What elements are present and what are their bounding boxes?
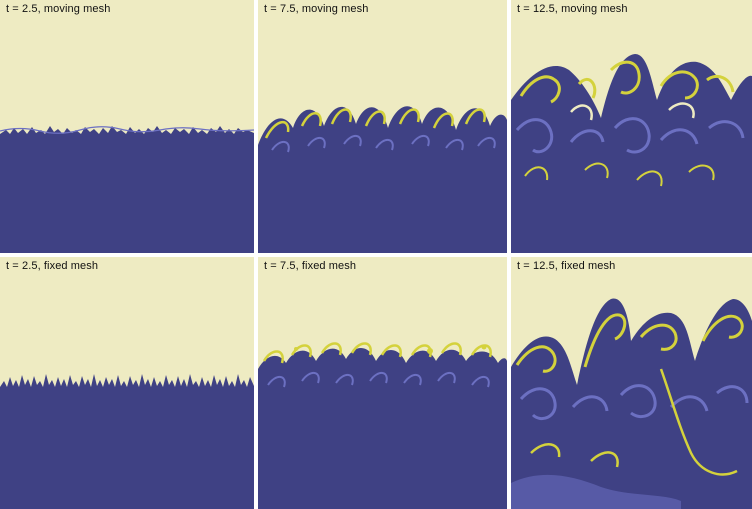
panel-label: t = 2.5, fixed mesh xyxy=(6,260,99,272)
panel-t7-5-moving-image xyxy=(258,0,507,253)
panel-t7-5-fixed: t = 7.5, fixed mesh xyxy=(258,257,507,509)
panel-t2-5-fixed-image xyxy=(0,257,254,509)
panel-t12-5-fixed-image xyxy=(511,257,752,509)
panel-t12-5-moving-image xyxy=(511,0,752,253)
panel-t12-5-moving: t = 12.5, moving mesh xyxy=(511,0,752,253)
panel-t7-5-moving: t = 7.5, moving mesh xyxy=(258,0,507,253)
panel-label: t = 7.5, fixed mesh xyxy=(264,260,357,272)
panel-t7-5-fixed-image xyxy=(258,257,507,509)
panel-t2-5-moving-image xyxy=(0,0,254,253)
panel-label: t = 12.5, fixed mesh xyxy=(517,260,616,272)
panel-label: t = 7.5, moving mesh xyxy=(264,3,369,15)
panel-t2-5-fixed: t = 2.5, fixed mesh xyxy=(0,257,254,509)
panel-label: t = 12.5, moving mesh xyxy=(517,3,628,15)
panel-t12-5-fixed: t = 12.5, fixed mesh xyxy=(511,257,752,509)
panel-t2-5-moving: t = 2.5, moving mesh xyxy=(0,0,254,253)
panel-label: t = 2.5, moving mesh xyxy=(6,3,111,15)
